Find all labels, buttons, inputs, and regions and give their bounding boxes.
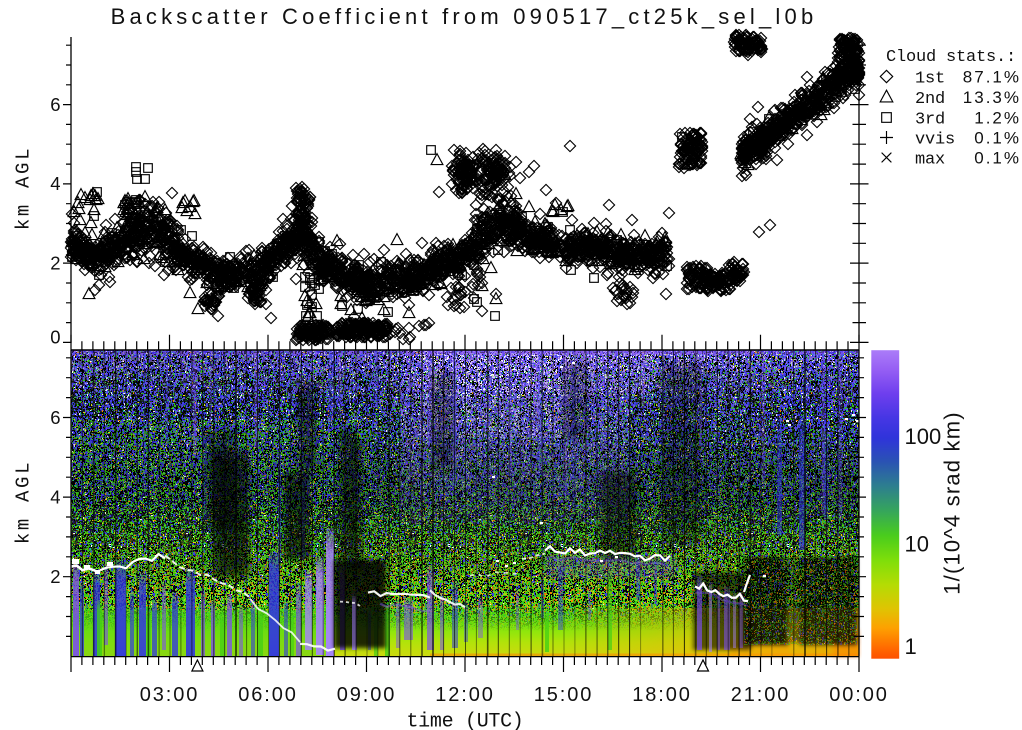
svg-text:18:00: 18:00 [632,684,692,706]
svg-text:Cloud stats.:: Cloud stats.: [886,48,1016,67]
svg-text:00:00: 00:00 [829,684,889,706]
svg-text:15:00: 15:00 [534,684,594,706]
svg-text:2: 2 [50,566,60,587]
svg-text:km AGL: km AGL [13,146,35,230]
svg-text:4: 4 [50,486,60,507]
svg-text:09:00: 09:00 [337,684,397,706]
svg-text:2: 2 [50,252,60,273]
svg-text:1: 1 [905,634,917,659]
svg-text:1/(10^4 srad km): 1/(10^4 srad km) [940,411,965,595]
svg-text:2nd: 2nd [915,90,945,109]
svg-text:6: 6 [50,407,60,428]
svg-text:0.1%: 0.1% [974,149,1021,168]
svg-text:6: 6 [50,94,60,115]
svg-text:13.3%: 13.3% [963,88,1021,107]
svg-text:100: 100 [905,424,942,449]
svg-text:vvis: vvis [915,131,955,150]
svg-text:0: 0 [50,327,60,348]
svg-text:0.1%: 0.1% [974,129,1021,148]
svg-text:1st: 1st [915,70,945,89]
svg-text:10: 10 [905,532,929,557]
svg-text:03:00: 03:00 [140,684,200,706]
svg-text:time (UTC): time (UTC) [406,711,523,730]
svg-text:1.2%: 1.2% [974,109,1021,128]
svg-text:4: 4 [50,173,60,194]
svg-text:21:00: 21:00 [731,684,791,706]
svg-text:87.1%: 87.1% [963,68,1021,87]
svg-text:Backscatter Coefficient from 0: Backscatter Coefficient from 090517_ct25… [111,4,818,29]
svg-text:12:00: 12:00 [435,684,495,706]
svg-text:km AGL: km AGL [13,460,35,544]
svg-text:3rd: 3rd [915,111,945,130]
svg-text:max: max [915,151,945,170]
svg-text:06:00: 06:00 [238,684,298,706]
